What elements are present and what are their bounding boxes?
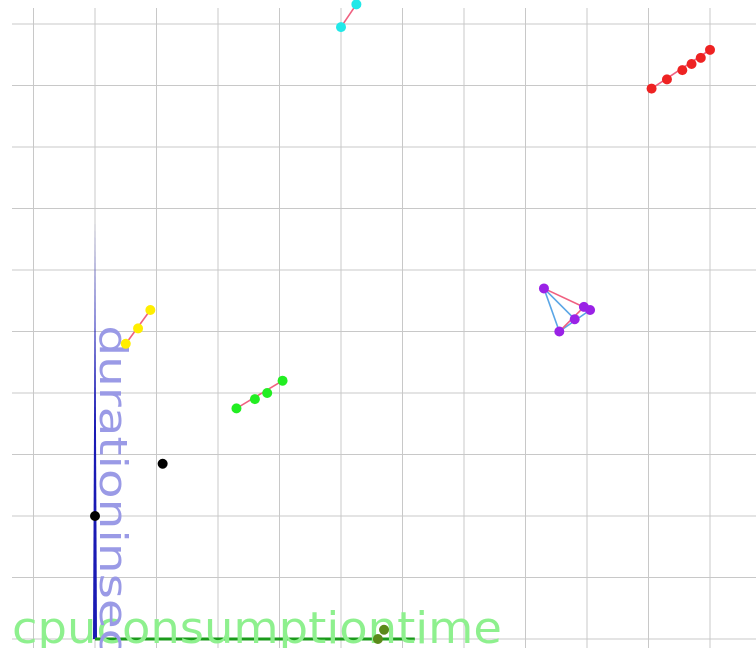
series-7-point [372,634,383,644]
series-5-point [569,314,580,325]
series-6-point [686,58,697,69]
series-4-point [351,0,362,10]
series-5-point [554,326,565,337]
series-5-point [585,304,596,315]
axis-labels: cpuconsumptiontime durationinsec [12,325,502,648]
y-axis-label: durationinsec [91,325,135,648]
series-3-point [262,388,273,398]
series-2-point [133,323,144,334]
y-axis-line [93,220,97,640]
series-2-point [120,338,131,349]
series-5-edge [543,288,561,332]
x-axis-label: cpuconsumptiontime [12,603,502,648]
series-5-edge [543,287,576,320]
series-4-point [336,22,346,33]
series-points [90,0,715,644]
series-1-point [90,511,100,521]
series-6-point [661,74,672,85]
series-3-point [277,375,288,386]
series-5-point [538,283,549,294]
series-7-point [379,624,390,635]
series-2-point [145,304,156,315]
series-6-point [695,52,706,63]
series-3-point [231,403,242,414]
series-6-point [677,65,688,76]
series-6-point [646,83,657,94]
axes [93,220,415,641]
series-1-point [157,458,168,469]
series-6-point [705,44,715,55]
series-3-point [249,394,260,405]
series-3-edge [236,380,283,410]
series-edges [125,3,711,410]
